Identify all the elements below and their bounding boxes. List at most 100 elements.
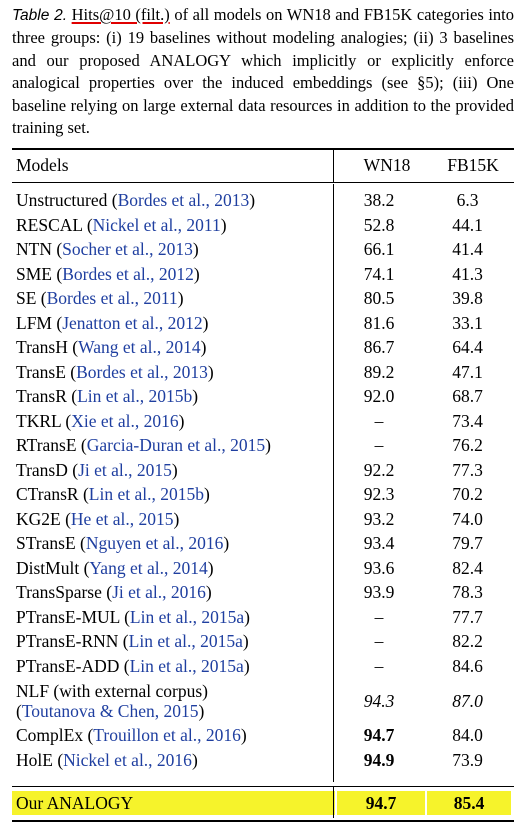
wn18-cell: 66.1 (337, 237, 421, 262)
model-name: TransH ( (16, 337, 79, 357)
model-citation: Lin et al., 2015a (128, 631, 243, 651)
fb15k-cell: 82.2 (421, 629, 514, 654)
wn18-value: – (374, 410, 384, 431)
model-cell: PTransE-RNN (Lin et al., 2015a) (12, 629, 337, 654)
fb15k-cell: 70.2 (421, 482, 514, 507)
model-name: NTN ( (16, 239, 63, 259)
table-row: PTransE-MUL (Lin et al., 2015a) – 77.7 (12, 605, 514, 630)
model-cell: PTransE-ADD (Lin et al., 2015a) (12, 654, 337, 679)
wn18-cell: 93.4 (337, 531, 421, 556)
wn18-cell: 94.9 (337, 748, 421, 773)
fb15k-cell: 44.1 (421, 213, 514, 238)
model-cell: STransE (Nguyen et al., 2016) (12, 531, 337, 556)
model-name: DistMult ( (16, 557, 90, 578)
model-paren-close: ) (244, 606, 250, 627)
model-citation: Lin et al., 2015a (129, 655, 244, 676)
wn18-cell: 74.1 (337, 262, 421, 287)
table-row: PTransE-ADD (Lin et al., 2015a) – 84.6 (12, 654, 514, 679)
model-name: PTransE-ADD ( (16, 655, 130, 676)
fb15k-value: 84.6 (452, 655, 483, 676)
model-cell: HolE (Nickel et al., 2016) (12, 748, 337, 773)
table-row: STransE (Nguyen et al., 2016) 93.4 79.7 (12, 531, 514, 556)
wn18-cell: 93.9 (337, 580, 421, 605)
model-name: TransR ( (16, 386, 78, 406)
model-paren-close: ) (240, 725, 247, 745)
wn18-value: 86.7 (363, 337, 395, 357)
model-cell: RESCAL (Nickel et al., 2011) (12, 213, 337, 238)
wn18-cell: – (337, 409, 421, 434)
fb15k-cell: 76.2 (421, 433, 514, 458)
model-citation: Wang et al., 2014 (78, 337, 201, 357)
fb15k-cell: 84.6 (421, 654, 514, 679)
model-citation: Bordes et al., 2012 (62, 263, 194, 284)
model-name: RTransE ( (16, 435, 87, 455)
fb15k-value: 78.3 (452, 582, 483, 602)
wn18-cell: – (337, 433, 421, 458)
model-name: PTransE-RNN ( (16, 631, 129, 651)
model-cell: LFM (Jenatton et al., 2012) (12, 311, 337, 336)
model-citation: Xie et al., 2016 (71, 410, 179, 431)
wn18-cell: – (337, 605, 421, 630)
fb15k-cell: 74.0 (421, 507, 514, 532)
model-citation: Toutanova & Chen, 2015 (21, 700, 199, 721)
model-paren-close: ) (207, 557, 214, 578)
wn18-value: 93.4 (363, 533, 395, 553)
fb15k-value: 68.7 (452, 386, 483, 406)
model-cell: KG2E (He et al., 2015) (12, 507, 337, 532)
model-paren-close: ) (173, 508, 180, 529)
model-cell: SME (Bordes et al., 2012) (12, 262, 337, 287)
model-name: TKRL ( (16, 410, 72, 431)
fb15k-value: 76.2 (452, 435, 483, 455)
header-wn18: WN18 (363, 155, 411, 175)
column-divider-body (333, 184, 334, 782)
model-paren-close: ) (200, 337, 207, 357)
fb15k-value: 47.1 (452, 361, 483, 382)
table-row: KG2E (He et al., 2015) 93.2 74.0 (12, 507, 514, 532)
wn18-value: 80.5 (363, 288, 395, 308)
wn18-value: – (374, 631, 384, 651)
model-paren-close: ) (192, 386, 199, 406)
model-paren-close: ) (220, 214, 227, 235)
fb15k-value: 77.3 (452, 459, 483, 480)
model-citation: He et al., 2015 (70, 508, 174, 529)
wn18-cell: 94.7 (337, 723, 421, 748)
model-name: HolE ( (16, 749, 64, 770)
ours-model-highlight: Our ANALOGY (12, 791, 335, 815)
model-name: TransE ( (16, 361, 77, 382)
wn18-value: 52.8 (363, 214, 395, 235)
fb15k-cell: 39.8 (421, 286, 514, 311)
model-paren-close: ) (265, 435, 271, 455)
model-citation: Nickel et al., 2016 (63, 749, 192, 770)
model-paren-close: ) (192, 239, 199, 259)
wn18-value: – (374, 606, 384, 627)
fb15k-cell: 77.7 (421, 605, 514, 630)
wn18-cell: 94.3 (337, 678, 421, 723)
ours-separator-rule (12, 786, 514, 787)
model-cell: NTN (Socher et al., 2013) (12, 237, 337, 262)
fb15k-cell: 78.3 (421, 580, 514, 605)
model-name: CTransR ( (16, 484, 89, 504)
table-row: SME (Bordes et al., 2012) 74.1 41.3 (12, 262, 514, 287)
fb15k-value: 84.0 (452, 725, 483, 745)
header-rule (12, 182, 514, 183)
model-name: LFM ( (16, 312, 63, 333)
wn18-value: 81.6 (363, 312, 395, 333)
fb15k-cell: 41.3 (421, 262, 514, 287)
model-citation: Trouillon et al., 2016 (93, 725, 241, 745)
model-paren-close: ) (243, 655, 250, 676)
table-row: TransR (Lin et al., 2015b) 92.0 68.7 (12, 384, 514, 409)
fb15k-value: 79.7 (452, 533, 483, 553)
wn18-value: 93.6 (363, 557, 395, 578)
fb15k-value: 41.4 (452, 239, 483, 259)
model-paren-close: ) (193, 263, 200, 284)
fb15k-cell: 82.4 (421, 556, 514, 581)
wn18-value: 66.1 (363, 239, 395, 259)
wn18-value: 94.9 (363, 749, 395, 770)
wn18-value: 89.2 (363, 361, 395, 382)
fb15k-cell: 73.9 (421, 748, 514, 773)
table-top-rule (12, 148, 514, 150)
model-citation: Ji et al., 2016 (112, 582, 206, 602)
wn18-value: 93.2 (363, 508, 395, 529)
model-name: SE ( (16, 288, 47, 308)
model-citation: Garcia-Duran et al., 2015 (86, 435, 266, 455)
